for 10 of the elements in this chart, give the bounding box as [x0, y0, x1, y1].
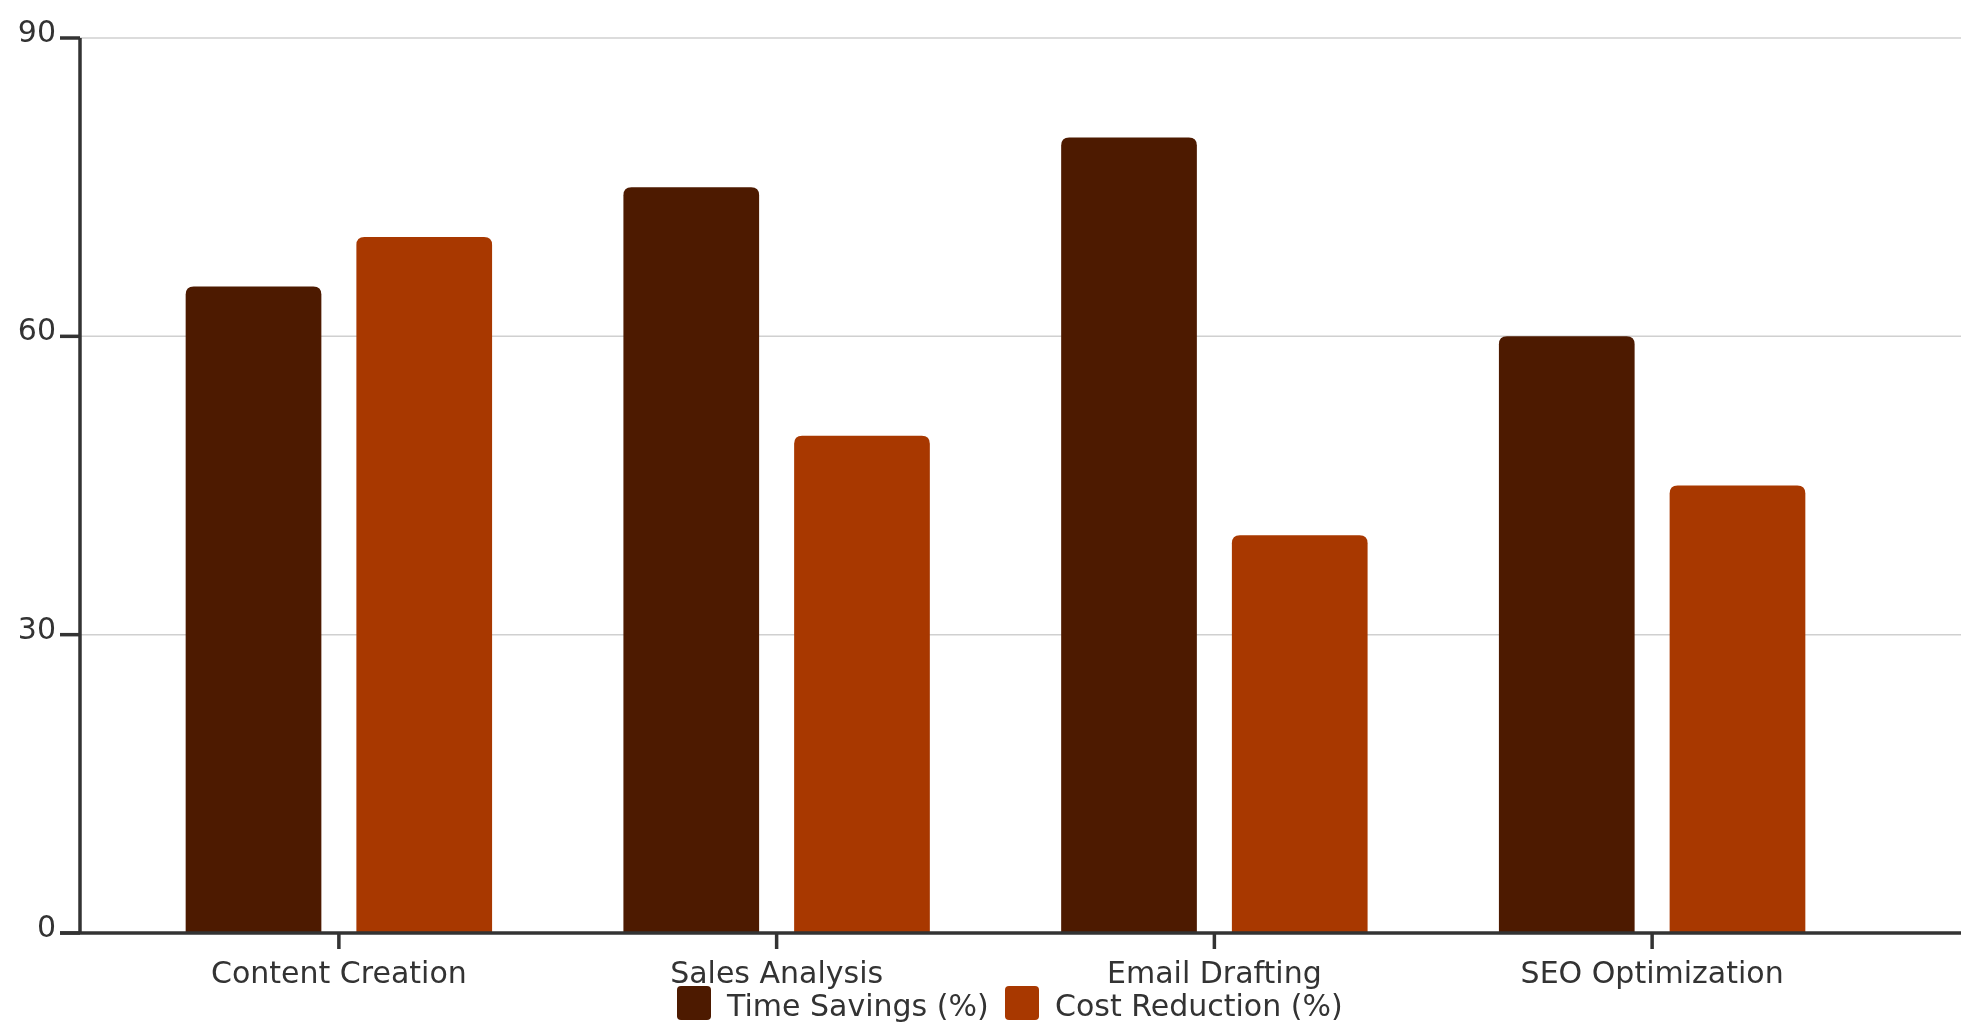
y-tick-label: 0 [36, 909, 56, 944]
x-tick-label: SEO Optimization [1520, 955, 1784, 990]
legend-label: Cost Reduction (%) [1055, 988, 1343, 1023]
x-tick-label: Content Creation [210, 955, 467, 990]
legend-label: Time Savings (%) [726, 988, 989, 1023]
y-tick-label: 60 [17, 312, 56, 348]
y-tick-label: 90 [17, 14, 56, 49]
x-tick-label: Sales Analysis [670, 955, 884, 990]
y-tick-label: 30 [17, 610, 56, 646]
x-tick-label: Email Drafting [1106, 955, 1322, 990]
